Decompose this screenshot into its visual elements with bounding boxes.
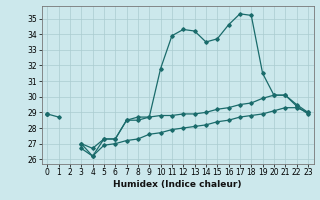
X-axis label: Humidex (Indice chaleur): Humidex (Indice chaleur) xyxy=(113,180,242,189)
